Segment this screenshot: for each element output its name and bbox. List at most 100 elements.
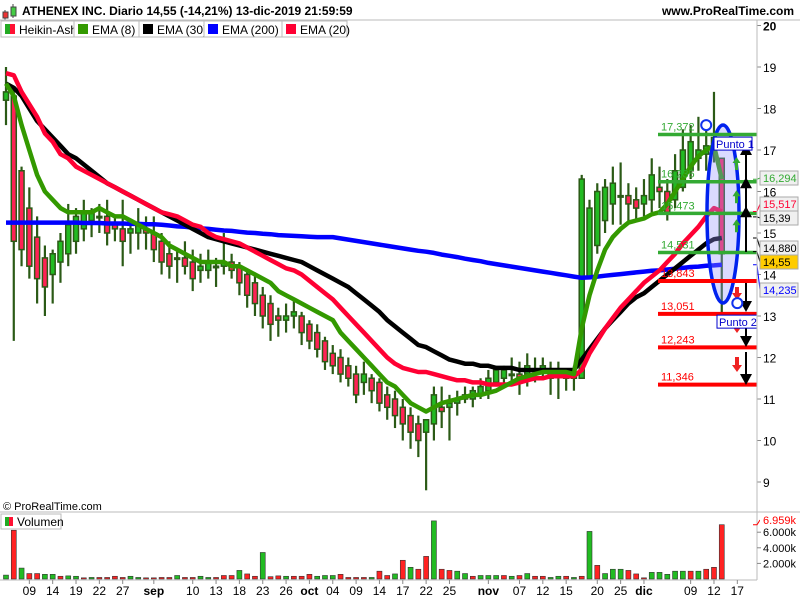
volume-bar (337, 574, 344, 580)
volume-bar (672, 570, 678, 580)
price-tag-label: 15,517 (763, 199, 797, 211)
site-link[interactable]: www.ProRealTime.com (661, 4, 794, 18)
volume-bar (571, 577, 577, 580)
candle-body (259, 294, 266, 317)
legend-swatch (5, 24, 10, 34)
x-tick-label: sep (143, 584, 164, 598)
volume-bar (283, 575, 289, 580)
candle (26, 187, 33, 279)
small-up-arrow-icon (732, 190, 741, 197)
candle-body (282, 315, 290, 321)
x-tick-label: 15 (559, 584, 573, 598)
volume-bar (322, 575, 328, 580)
volume-bar (633, 573, 639, 580)
target-up-arrow-icon (740, 177, 752, 189)
volume-bar (81, 577, 87, 580)
candle (41, 245, 49, 316)
candle (306, 320, 313, 350)
volume-tick-label: 6.000k (763, 527, 797, 539)
point-marker (700, 119, 713, 132)
volume-bar (695, 570, 702, 580)
candle (251, 274, 259, 316)
candle-body (64, 223, 72, 255)
price-tag (759, 170, 799, 186)
candle-body (173, 257, 181, 261)
small-up-arrow-icon (735, 195, 738, 204)
candle (57, 233, 64, 283)
candle-body (181, 257, 189, 267)
candle (632, 187, 640, 221)
candle-body (422, 419, 430, 433)
volume-last-tag (760, 514, 799, 526)
candle (173, 249, 181, 283)
x-tick-label: 07 (513, 584, 527, 598)
volume-legend-swatch-down (9, 517, 13, 526)
volume-bar (158, 577, 165, 580)
x-tick-label: dic (635, 584, 653, 598)
candle (376, 378, 383, 412)
candle (329, 345, 337, 375)
volume-bar (516, 575, 523, 580)
volume-bar (65, 575, 72, 580)
volume-bar (415, 568, 422, 580)
candle-body (298, 315, 305, 334)
title-bar: ATHENEX INC. Diario 14,55 (-14,21%) 13-d… (0, 0, 800, 21)
candle (609, 166, 617, 225)
volume-bar (174, 575, 180, 580)
candle-body (656, 186, 663, 193)
volume-bar (298, 575, 305, 580)
candle-body (329, 352, 337, 367)
target-down-arrow-icon (740, 374, 752, 385)
volume-bar (617, 568, 624, 580)
ema-line-200 (6, 220, 723, 281)
legend: Heikin-Ashi EMA (8) EMA (30) EMA (200) EMA (… (0, 20, 350, 38)
candle-body (679, 149, 687, 189)
candle-body (313, 331, 321, 350)
volume-bar (205, 577, 212, 580)
volume-bar (493, 575, 499, 580)
volume-bar (399, 559, 406, 580)
candle (298, 311, 305, 346)
x-tick-label: 18 (233, 584, 247, 598)
volume-bar (151, 577, 157, 580)
volume-bar (431, 520, 437, 580)
candle-body (345, 365, 352, 379)
candle (399, 399, 407, 441)
legend-label: EMA (30) (157, 23, 207, 37)
volume-last-tag-label: 6.959k (763, 515, 797, 527)
candle (197, 253, 204, 283)
volume-bar (532, 575, 538, 580)
y-tick-label: 15 (763, 227, 777, 241)
x-tick-label: 09 (684, 584, 698, 598)
x-tick-label: 22 (419, 584, 433, 598)
x-tick-label: 27 (116, 584, 130, 598)
x-tick-label: 10 (186, 584, 200, 598)
y-tick-label: 11 (763, 393, 776, 407)
price-level-label: 17,372 (661, 122, 695, 134)
volume-bar (711, 566, 717, 580)
volume-bar (594, 565, 601, 580)
candle-body (212, 265, 220, 269)
point-marker (731, 297, 744, 310)
volume-bar (57, 575, 64, 580)
volume-bar (648, 572, 655, 580)
y-tick-label: 19 (763, 61, 777, 75)
volume-bar (664, 574, 671, 580)
volume-bar (127, 575, 134, 580)
volume-bar (656, 572, 663, 580)
price-level-label: 12,243 (661, 334, 695, 346)
candle-body (197, 265, 204, 272)
candle-body (376, 381, 383, 404)
volume-bar (641, 577, 647, 580)
volume-bar (252, 575, 258, 580)
candle-body (415, 423, 422, 442)
volume-bar (3, 574, 9, 580)
price-tag (759, 282, 799, 298)
candle-body (625, 194, 632, 205)
point-label: Punto 1 (716, 139, 754, 151)
candle (2, 67, 10, 126)
volume-bar (438, 568, 445, 580)
volume-bar (540, 575, 546, 580)
copyright: © ProRealTime.com (3, 501, 102, 513)
price-level-label: 14,531 (661, 239, 695, 251)
